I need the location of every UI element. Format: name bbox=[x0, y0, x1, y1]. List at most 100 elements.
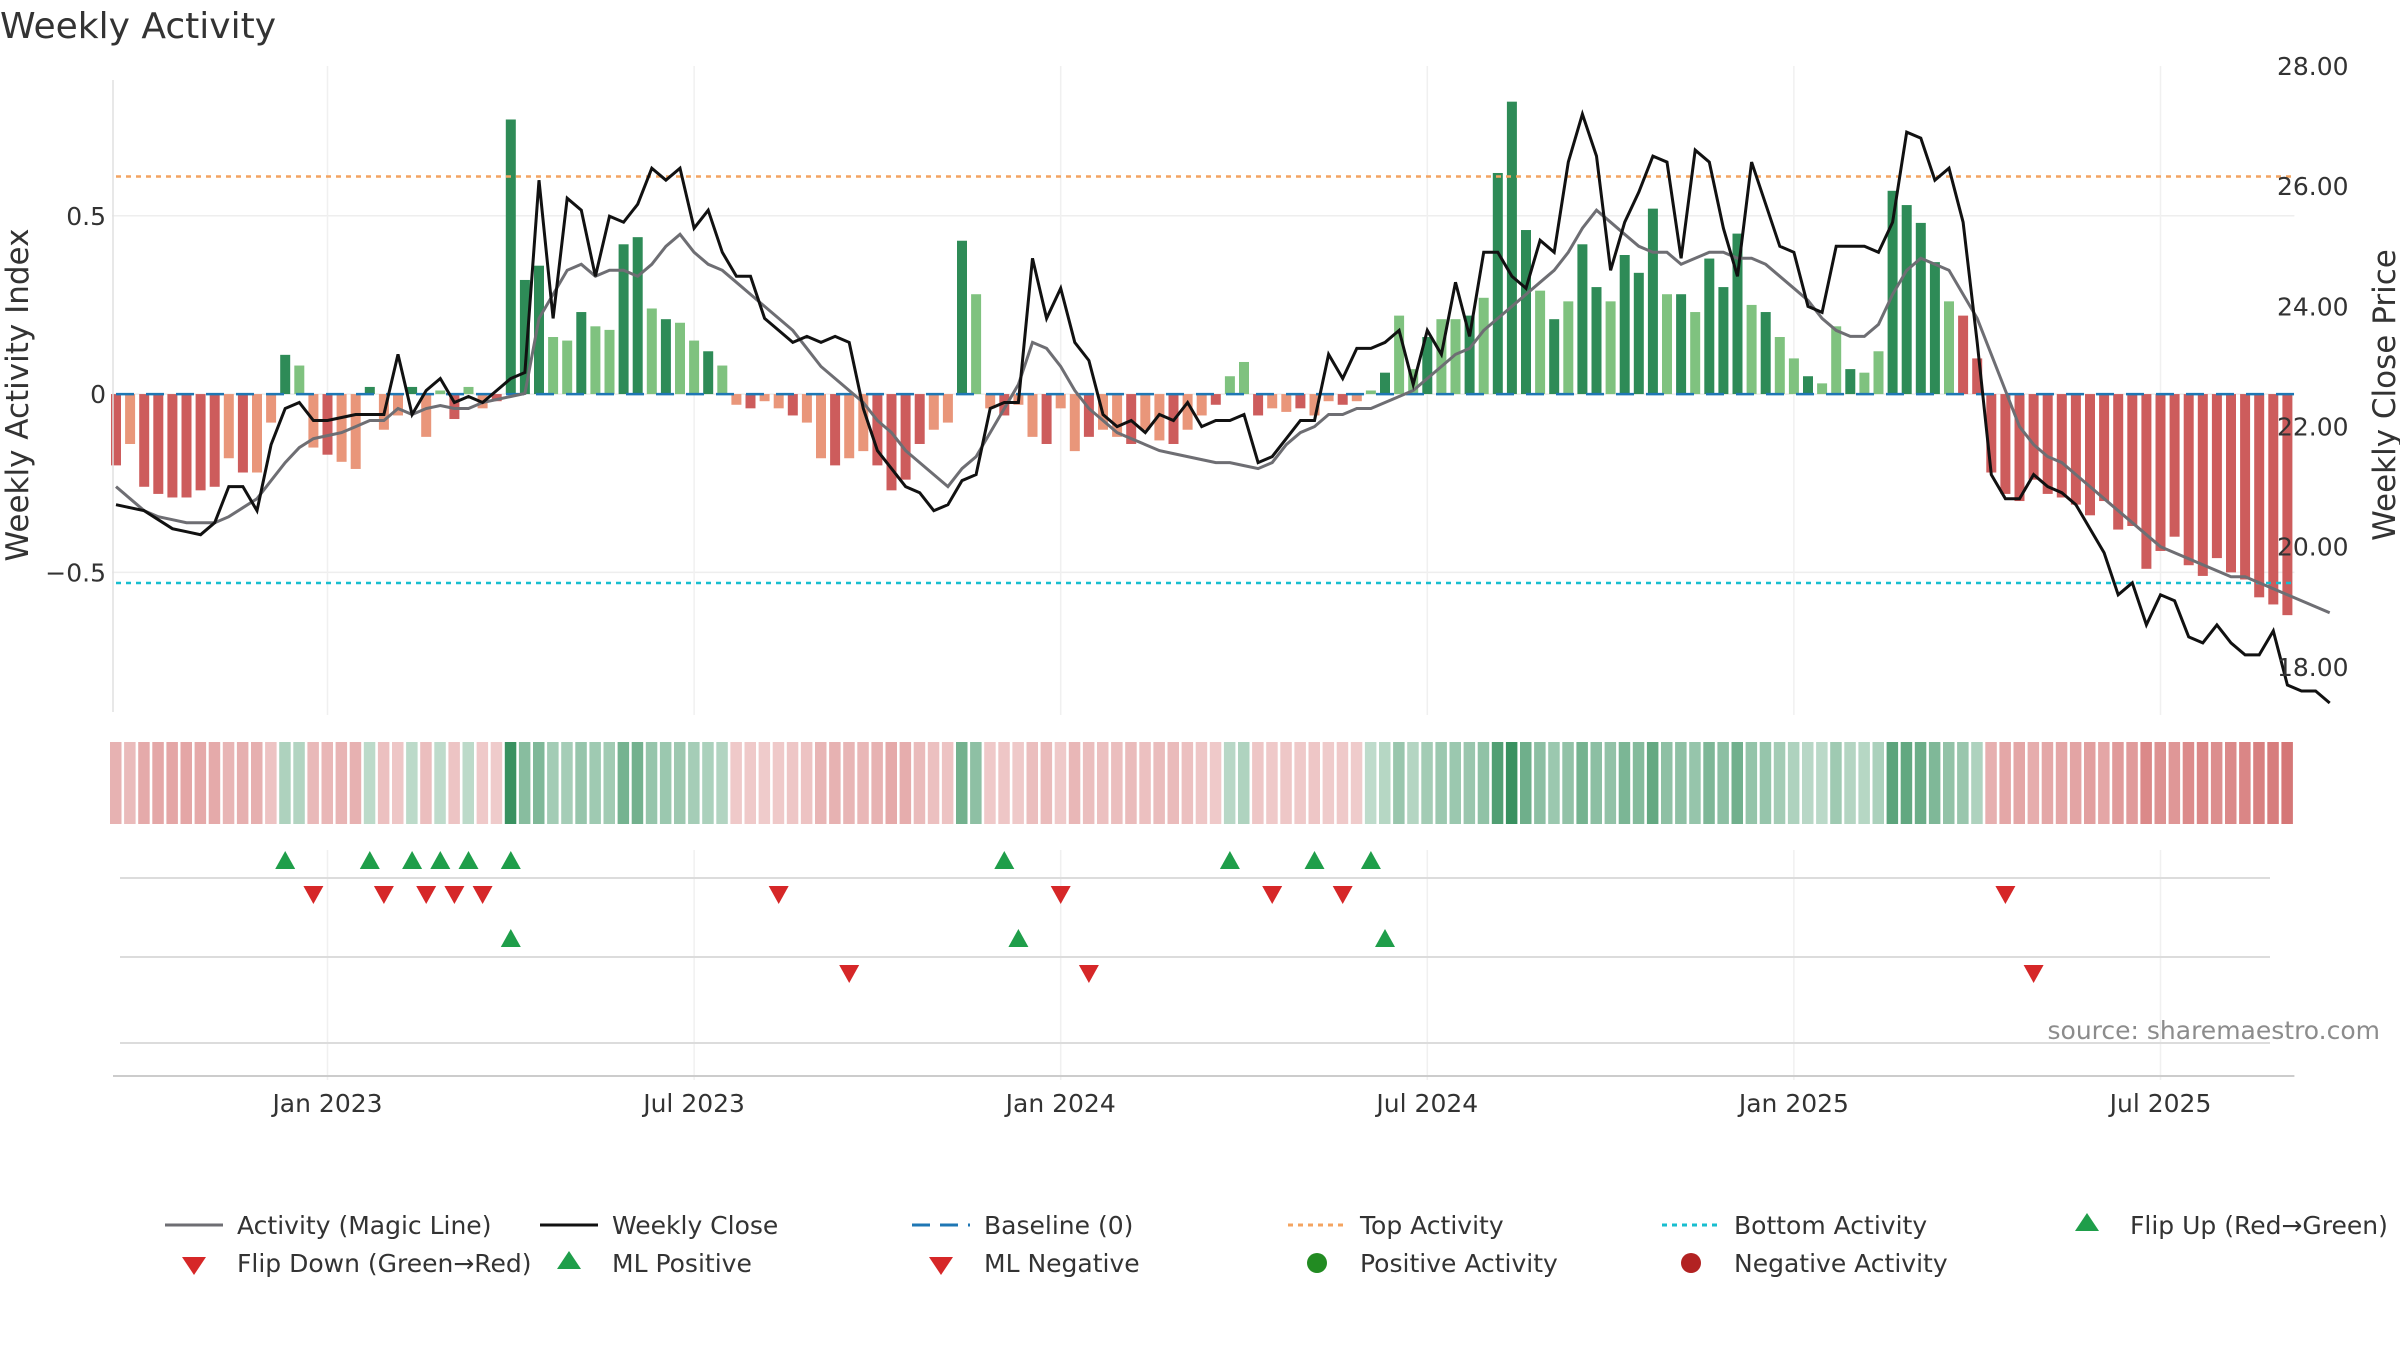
legend-item: ML Positive bbox=[557, 1249, 752, 1278]
activity-bar bbox=[139, 394, 150, 487]
flip-up-marker bbox=[1219, 851, 1240, 869]
strip-cell bbox=[448, 742, 460, 824]
strip-cell bbox=[110, 742, 122, 824]
activity-bar bbox=[830, 394, 841, 466]
ml-negative-marker bbox=[1078, 965, 1099, 983]
activity-bar bbox=[322, 394, 333, 455]
strip-cell bbox=[1816, 742, 1828, 824]
legend-item: Weekly Close bbox=[540, 1211, 778, 1240]
strip-cell bbox=[871, 742, 883, 824]
strip-cell bbox=[504, 742, 517, 824]
strip-cell bbox=[434, 742, 446, 824]
strip-cell bbox=[1266, 742, 1278, 824]
activity-bar bbox=[407, 386, 418, 395]
activity-bar bbox=[618, 244, 629, 395]
ml-positive-marker bbox=[1008, 929, 1029, 947]
activity-bar bbox=[2000, 394, 2011, 494]
strip-cell bbox=[1463, 742, 1476, 824]
strip-cell bbox=[815, 742, 827, 824]
strip-cell bbox=[1238, 742, 1250, 824]
activity-bar bbox=[1337, 394, 1348, 405]
strip-cell bbox=[1520, 742, 1532, 824]
activity-bar bbox=[181, 394, 192, 498]
activity-bar bbox=[534, 265, 544, 395]
legend-label: ML Positive bbox=[612, 1249, 752, 1278]
x-tick-label: Jul 2023 bbox=[641, 1089, 745, 1118]
strip-cell bbox=[1477, 742, 1490, 824]
activity-bar bbox=[2240, 394, 2251, 580]
source-credit: source: sharemaestro.com bbox=[2048, 1016, 2381, 1045]
activity-bar bbox=[237, 394, 248, 473]
activity-bar bbox=[350, 394, 361, 469]
activity-bar bbox=[999, 394, 1010, 416]
activity-bar bbox=[928, 394, 939, 430]
activity-bar bbox=[1309, 394, 1320, 416]
strip-cell bbox=[2239, 742, 2251, 824]
activity-bar bbox=[689, 340, 700, 395]
activity-bar bbox=[1788, 358, 1799, 395]
activity-bar bbox=[1478, 297, 1489, 395]
strip-cell bbox=[970, 742, 982, 824]
strip-cell bbox=[1548, 742, 1560, 824]
right-y-ticks: 28.00 26.00 24.00 22.00 20.00 18.00 bbox=[2277, 52, 2349, 682]
strip-cell bbox=[1731, 742, 1743, 824]
strip-cell bbox=[1759, 742, 1772, 824]
strip-cell bbox=[1703, 742, 1715, 824]
activity-bar bbox=[195, 394, 206, 491]
activity-bar bbox=[971, 294, 982, 395]
activity-bar bbox=[1676, 294, 1687, 395]
strip-cell bbox=[885, 742, 897, 824]
activity-bar bbox=[801, 394, 812, 423]
strip-cell bbox=[772, 742, 785, 824]
strip-cell bbox=[1858, 742, 1870, 824]
strip-cell bbox=[490, 742, 503, 824]
x-tick-label: Jan 2025 bbox=[1737, 1089, 1849, 1118]
activity-bar bbox=[2085, 394, 2095, 516]
activity-bar bbox=[252, 394, 262, 473]
activity-bar bbox=[703, 351, 714, 395]
activity-bar bbox=[1915, 222, 1926, 395]
activity-bar bbox=[632, 237, 643, 395]
strip-cell bbox=[1252, 742, 1264, 824]
activity-bar bbox=[2226, 394, 2236, 573]
activity-bar bbox=[675, 322, 685, 395]
activity-bar bbox=[844, 394, 855, 459]
strip-cell bbox=[1618, 742, 1631, 824]
strip-cell bbox=[152, 742, 164, 824]
flip-down-marker bbox=[303, 886, 324, 904]
activity-bar bbox=[1619, 254, 1630, 395]
activity-bar bbox=[576, 312, 587, 395]
magic-line-series bbox=[115, 208, 2331, 615]
activity-bar bbox=[167, 394, 178, 498]
gridlines bbox=[112, 66, 2295, 1080]
strip-cell bbox=[124, 742, 136, 824]
flip-up-marker bbox=[359, 851, 380, 869]
flip-down-marker bbox=[1332, 886, 1353, 904]
legend-swatch bbox=[557, 1251, 581, 1269]
activity-bar bbox=[1647, 208, 1658, 395]
strip-cell bbox=[377, 742, 390, 824]
activity-bar bbox=[590, 326, 601, 395]
activity-bar bbox=[280, 354, 291, 395]
flip-up-marker bbox=[402, 851, 423, 869]
activity-bar bbox=[2155, 394, 2166, 551]
strip-cell bbox=[2154, 742, 2166, 824]
strip-cell bbox=[1097, 742, 1109, 824]
legend-item: Top Activity bbox=[1288, 1211, 1504, 1240]
strip-cell bbox=[1717, 742, 1729, 824]
legend-item: Bottom Activity bbox=[1662, 1211, 1927, 1240]
activity-bar bbox=[816, 394, 826, 459]
activity-bar bbox=[2141, 394, 2152, 569]
legend-swatch bbox=[182, 1257, 206, 1275]
legend-label: Top Activity bbox=[1359, 1211, 1504, 1240]
strip-cell bbox=[1435, 742, 1447, 824]
activity-bar bbox=[1633, 272, 1644, 395]
activity-bar bbox=[942, 394, 953, 423]
flip-up-marker bbox=[458, 851, 479, 869]
strip-cell bbox=[1379, 742, 1391, 824]
strip-cell bbox=[1957, 742, 1969, 824]
activity-bar bbox=[1901, 205, 1912, 395]
ml-negative-marker bbox=[2023, 965, 2044, 983]
strip-cell bbox=[2069, 742, 2082, 824]
